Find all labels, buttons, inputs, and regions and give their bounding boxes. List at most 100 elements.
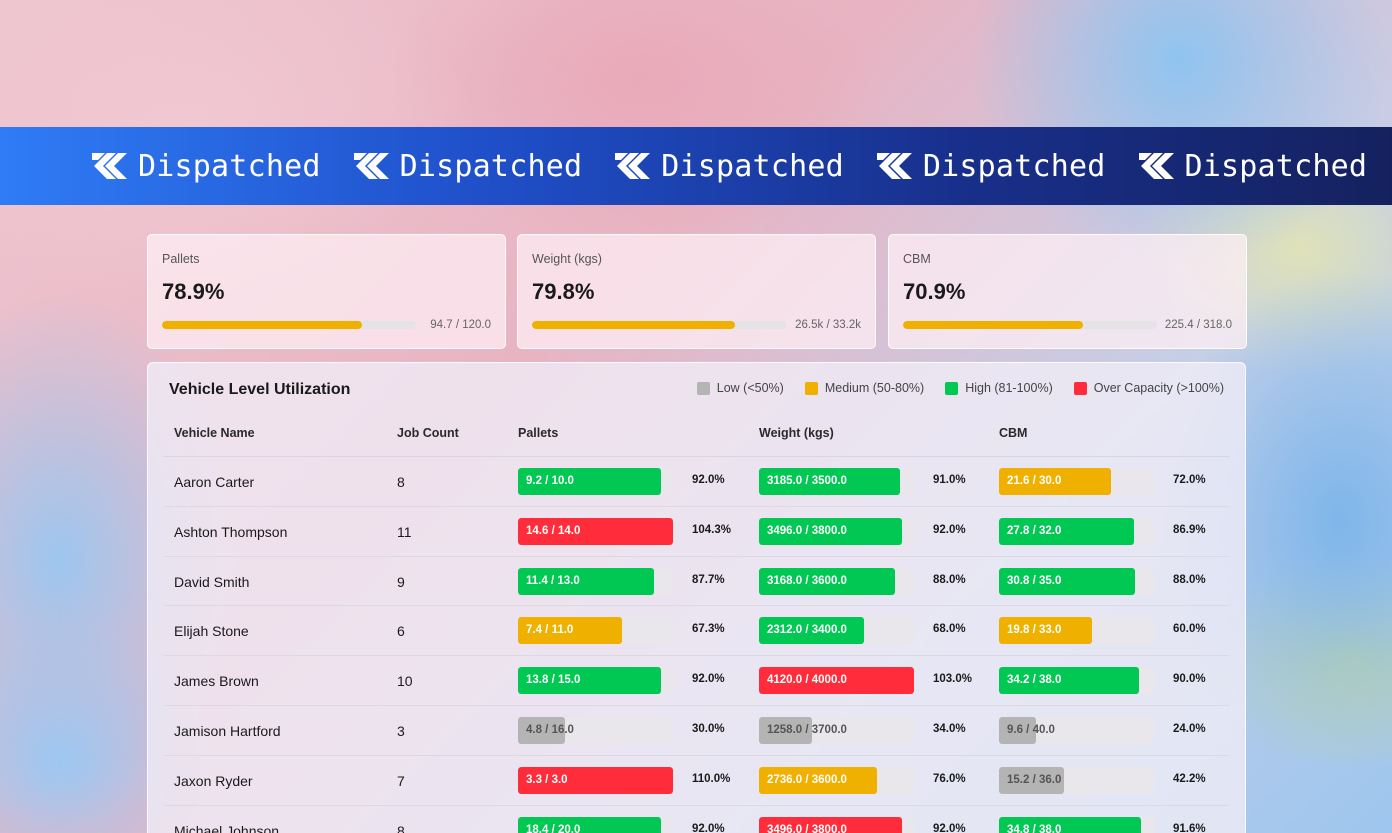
pallets-utilization-percent: 67.3% <box>692 623 725 636</box>
weight-utilization-percent: 103.0% <box>933 673 973 686</box>
cbm-utilization-fill <box>999 567 1136 595</box>
summary-card-title: Weight (kgs) <box>532 252 602 266</box>
column-header-vehicle-name[interactable]: Vehicle Name <box>174 426 255 440</box>
legend-swatch-low <box>696 381 710 395</box>
weight-utilization-fill <box>759 468 901 495</box>
job-count: 8 <box>397 474 405 490</box>
job-count: 6 <box>397 623 405 640</box>
dispatched-chevron-icon <box>615 153 651 179</box>
brand-logo: Dispatched <box>353 148 583 184</box>
summary-progress-fill <box>532 321 735 329</box>
cbm-utilization-bar: 34.2 / 38.0 <box>999 667 1154 695</box>
table-row[interactable]: James Brown 10 13.8 / 15.0 92.0% 4120.0 / 40… <box>164 656 1229 706</box>
pallets-utilization-fill <box>518 468 661 495</box>
weight-utilization-bar: 4120.0 / 4000.0 <box>759 667 914 695</box>
summary-card-percent: 78.9% <box>162 279 225 304</box>
cbm-utilization-label: 30.8 / 35.0 <box>1007 574 1062 587</box>
cbm-utilization-fill <box>999 716 1037 744</box>
cbm-utilization-label: 34.2 / 38.0 <box>1007 674 1062 687</box>
cbm-utilization-bar: 21.6 / 30.0 <box>999 468 1154 495</box>
column-header-cbm[interactable]: CBM <box>999 426 1028 440</box>
weight-utilization-fill <box>759 517 902 545</box>
pallets-utilization-percent: 30.0% <box>692 722 725 735</box>
weight-utilization-bar: 3496.0 / 3800.0 <box>759 816 914 833</box>
cbm-utilization-label: 21.6 / 30.0 <box>1007 475 1062 487</box>
summary-card-pallets: Pallets 78.9% 94.7 / 120.0 <box>147 234 506 349</box>
weight-utilization-bar: 3168.0 / 3600.0 <box>759 567 914 595</box>
legend-swatch-medium <box>804 381 818 395</box>
pallets-utilization-label: 11.4 / 13.0 <box>526 574 580 587</box>
cbm-utilization-label: 9.6 / 40.0 <box>1007 723 1055 736</box>
pallets-utilization-label: 4.8 / 16.0 <box>526 723 574 736</box>
weight-utilization-bar: 2736.0 / 3600.0 <box>759 766 914 794</box>
job-count: 10 <box>397 673 413 690</box>
brand-name: Dispatched <box>138 148 321 184</box>
cbm-utilization-label: 19.8 / 33.0 <box>1007 624 1062 637</box>
cbm-utilization-fill <box>999 468 1111 495</box>
column-header-job-count[interactable]: Job Count <box>397 426 459 440</box>
pallets-utilization-label: 18.4 / 20.0 <box>526 823 581 833</box>
weight-utilization-bar: 2312.0 / 3400.0 <box>759 617 914 645</box>
weight-utilization-fill <box>759 716 812 744</box>
job-count: 3 <box>397 722 405 739</box>
table-header: Vehicle Name Job Count Pallets Weight (k… <box>164 425 1229 457</box>
cbm-utilization-label: 34.8 / 38.0 <box>1007 823 1062 833</box>
summary-card-detail: 26.5k / 33.2k <box>795 319 861 331</box>
vehicle-name: Elijah Stone <box>174 623 249 640</box>
weight-utilization-percent: 68.0% <box>933 623 966 636</box>
pallets-utilization-label: 9.2 / 10.0 <box>526 475 574 487</box>
weight-utilization-percent: 92.0% <box>933 822 966 833</box>
cbm-utilization-percent: 24.0% <box>1173 722 1206 735</box>
summary-card-weight: Weight (kgs) 79.8% 26.5k / 33.2k <box>517 234 876 349</box>
job-count: 9 <box>397 573 405 590</box>
cbm-utilization-percent: 90.0% <box>1173 673 1206 686</box>
brand-name: Dispatched <box>399 148 583 184</box>
table-row[interactable]: Aaron Carter 8 9.2 / 10.0 92.0% 3185.0 / 350… <box>164 457 1229 507</box>
vehicle-name: James Brown <box>174 673 259 690</box>
table-row[interactable]: Elijah Stone 6 7.4 / 11.0 67.3% 2312.0 / 340… <box>164 606 1229 657</box>
summary-progress-fill <box>162 321 363 329</box>
weight-utilization-percent: 34.0% <box>933 722 966 735</box>
pallets-utilization-label: 14.6 / 14.0 <box>526 524 581 537</box>
dispatched-chevron-icon <box>876 153 913 179</box>
brand-logo: Dispatched <box>876 149 1106 184</box>
pallets-utilization-fill <box>518 716 565 744</box>
pallets-utilization-fill <box>518 816 661 833</box>
weight-utilization-fill <box>759 667 914 695</box>
cbm-utilization-fill <box>999 766 1065 794</box>
cbm-utilization-percent: 91.6% <box>1173 822 1206 833</box>
pallets-utilization-fill <box>518 567 654 595</box>
summary-progress-bar <box>903 321 1157 329</box>
summary-card-percent: 70.9% <box>903 279 966 304</box>
column-header-weight[interactable]: Weight (kgs) <box>759 426 834 440</box>
summary-progress-bar <box>532 321 786 329</box>
legend-label: Medium (50-80%) <box>824 381 925 395</box>
pallets-utilization-label: 3.3 / 3.0 <box>526 773 568 786</box>
cbm-utilization-percent: 86.9% <box>1173 523 1206 536</box>
weight-utilization-label: 2736.0 / 3600.0 <box>767 773 847 786</box>
table-row[interactable]: Michael Johnson 8 18.4 / 20.0 92.0% 3496.0 /… <box>164 806 1229 833</box>
weight-utilization-fill <box>759 567 896 595</box>
legend-label: Low (<50%) <box>716 381 784 395</box>
legend-swatch-over <box>1073 381 1087 395</box>
table-row[interactable]: Jamison Hartford 3 4.8 / 16.0 30.0% 1258.0 /… <box>164 706 1229 756</box>
brand-banner: Dispatched Dispatched Dispatched Dispatched… <box>0 127 1392 205</box>
column-header-pallets[interactable]: Pallets <box>518 426 559 440</box>
summary-card-progress-row: 26.5k / 33.2k <box>532 319 861 331</box>
cbm-utilization-label: 27.8 / 32.0 <box>1007 524 1062 537</box>
cbm-utilization-percent: 42.2% <box>1173 772 1206 785</box>
legend-item-medium: Medium (50-80%) <box>804 381 925 395</box>
brand-logo: Dispatched <box>92 149 321 184</box>
pallets-utilization-bar: 14.6 / 14.0 <box>518 517 673 545</box>
table-row[interactable]: Jaxon Ryder 7 3.3 / 3.0 110.0% 2736.0 / 3600… <box>164 756 1229 806</box>
table-row[interactable]: David Smith 9 11.4 / 13.0 87.7% 3168.0 / 360… <box>164 557 1229 607</box>
brand-name: Dispatched <box>661 148 844 184</box>
pallets-utilization-percent: 104.3% <box>692 523 732 536</box>
summary-card-cbm: CBM 70.9% 225.4 / 318.0 <box>888 234 1247 349</box>
summary-card-title: Pallets <box>162 252 200 266</box>
pallets-utilization-label: 13.8 / 15.0 <box>526 674 581 687</box>
pallets-utilization-bar: 13.8 / 15.0 <box>518 667 673 695</box>
cbm-utilization-fill <box>999 617 1092 645</box>
table-row[interactable]: Ashton Thompson 11 14.6 / 14.0 104.3% 3496.0… <box>164 507 1229 557</box>
weight-utilization-label: 2312.0 / 3400.0 <box>767 624 847 637</box>
